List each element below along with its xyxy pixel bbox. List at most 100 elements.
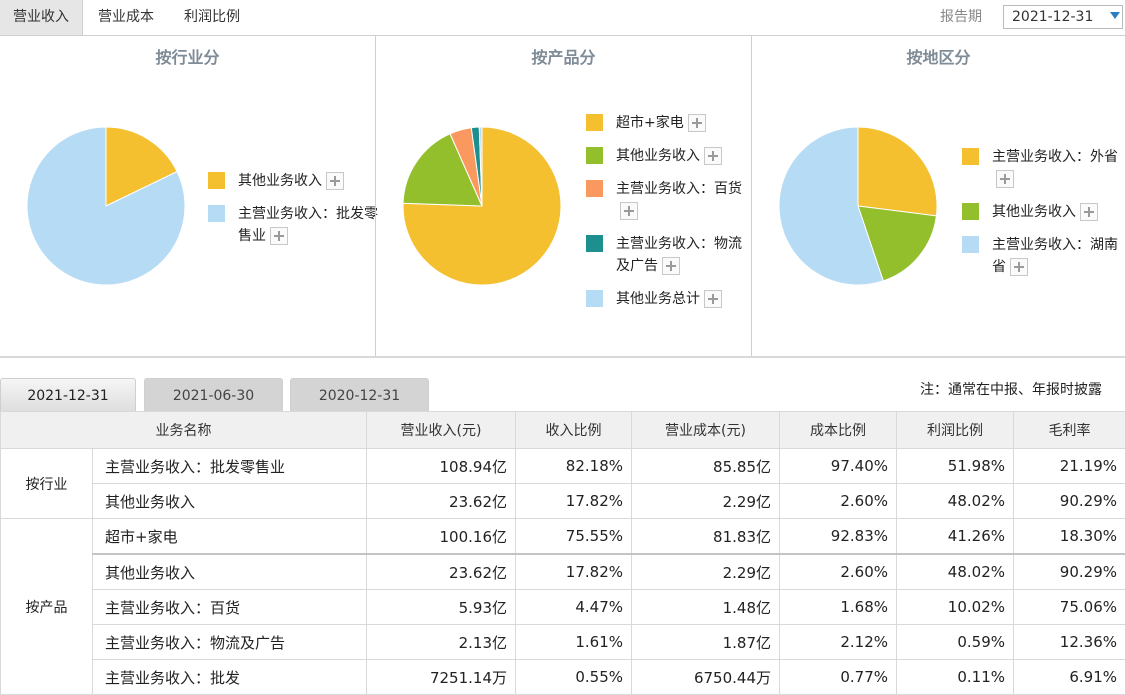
business-breakdown-table: 业务名称 营业收入(元) 收入比例 营业成本(元) 成本比例 利润比例 毛利率 … [0,411,1125,695]
business-name: 主营业务收入：物流及广告 [93,625,367,660]
legend-label: 主营业务收入：百货 [616,181,742,197]
revenue-cell: 7251.14万 [367,660,516,695]
revenue-ratio-cell: 1.61% [516,625,632,660]
column-header: 利润比例 [897,412,1014,449]
table-row: 按产品 超市+家电 100.16亿 75.55% 81.83亿 92.83% 4… [1,519,1125,555]
industry-pie-chart [26,126,186,286]
region-pie-chart [778,126,938,286]
gross-margin-cell: 90.29% [1014,484,1125,519]
panel-by-product: 按产品分 超市+家电 其他业务收入 主营业务收入：百货 主营业务收入：物流及广告… [376,36,751,356]
legend-swatch [208,205,225,222]
period-select[interactable]: 2021-12-31 [1003,5,1123,29]
business-name: 主营业务收入：批发零售业 [93,449,367,484]
legend-label: 其他业务收入 [992,204,1076,220]
revenue-cell: 2.13亿 [367,625,516,660]
cost-cell: 81.83亿 [632,519,780,555]
profit-ratio-cell: 51.98% [897,449,1014,484]
legend-swatch [962,203,979,220]
panel-by-region: 按地区分 主营业务收入：外省 其他业务收入 主营业务收入：湖南省 [752,36,1125,356]
tab-revenue[interactable]: 营业收入 [0,0,83,35]
column-header: 营业收入(元) [367,412,516,449]
legend-swatch [586,235,603,252]
industry-legend: 其他业务收入 主营业务收入：批发零售业 [208,170,378,258]
chevron-down-icon[interactable] [1110,12,1120,19]
panel-title: 按行业分 [0,44,375,68]
table-header-row: 业务名称 营业收入(元) 收入比例 营业成本(元) 成本比例 利润比例 毛利率 [1,412,1125,449]
table-row: 主营业务收入：物流及广告 2.13亿 1.61% 1.87亿 2.12% 0.5… [1,625,1125,660]
group-label: 按产品 [1,519,93,695]
legend-label: 主营业务收入：批发零售业 [238,206,378,244]
period-label: 报告期 [940,0,982,35]
cost-ratio-cell: 92.83% [780,519,897,555]
top-tab-bar: 营业收入 营业成本 利润比例 报告期 2021-12-31 [0,0,1125,36]
revenue-ratio-cell: 4.47% [516,590,632,625]
pie-slice[interactable] [858,127,937,216]
region-legend: 主营业务收入：外省 其他业务收入 主营业务收入：湖南省 [962,146,1125,289]
revenue-ratio-cell: 0.55% [516,660,632,695]
legend-label: 主营业务收入：外省 [992,149,1118,165]
profit-ratio-cell: 10.02% [897,590,1014,625]
plus-icon[interactable] [620,202,638,220]
cost-ratio-cell: 2.60% [780,554,897,590]
legend-item: 主营业务收入：外省 [962,146,1125,190]
plus-icon[interactable] [1010,258,1028,276]
profit-ratio-cell: 48.02% [897,554,1014,590]
date-tab-2020-12-31[interactable]: 2020-12-31 [290,378,429,411]
cost-ratio-cell: 97.40% [780,449,897,484]
column-header: 营业成本(元) [632,412,780,449]
plus-icon[interactable] [1080,203,1098,221]
legend-label: 其他业务收入 [616,148,700,164]
legend-swatch [586,147,603,164]
profit-ratio-cell: 48.02% [897,484,1014,519]
column-header: 毛利率 [1014,412,1125,449]
cost-cell: 1.87亿 [632,625,780,660]
table-row: 主营业务收入：批发 7251.14万 0.55% 6750.44万 0.77% … [1,660,1125,695]
legend-swatch [586,180,603,197]
profit-ratio-cell: 0.11% [897,660,1014,695]
legend-swatch [586,290,603,307]
panel-by-industry: 按行业分 其他业务收入 主营业务收入：批发零售业 [0,36,375,356]
legend-label: 其他业务总计 [616,291,700,307]
legend-swatch [586,114,603,131]
disclosure-note: 注：通常在中报、年报时披露 [920,380,1102,400]
table-row: 其他业务收入 23.62亿 17.82% 2.29亿 2.60% 48.02% … [1,554,1125,590]
tab-cost[interactable]: 营业成本 [84,0,168,35]
plus-icon[interactable] [326,172,344,190]
plus-icon[interactable] [270,227,288,245]
legend-swatch [962,148,979,165]
product-legend: 超市+家电 其他业务收入 主营业务收入：百货 主营业务收入：物流及广告 其他业务… [586,112,751,321]
table-row: 其他业务收入 23.62亿 17.82% 2.29亿 2.60% 48.02% … [1,484,1125,519]
legend-item: 其他业务收入 [586,145,751,167]
plus-icon[interactable] [704,290,722,308]
legend-label: 超市+家电 [616,115,684,131]
table-row: 按行业 主营业务收入：批发零售业 108.94亿 82.18% 85.85亿 9… [1,449,1125,484]
cost-cell: 2.29亿 [632,484,780,519]
plus-icon[interactable] [688,114,706,132]
panel-title: 按产品分 [376,44,751,68]
gross-margin-cell: 18.30% [1014,519,1125,555]
revenue-ratio-cell: 82.18% [516,449,632,484]
plus-icon[interactable] [662,257,680,275]
plus-icon[interactable] [996,170,1014,188]
plus-icon[interactable] [704,147,722,165]
column-header: 成本比例 [780,412,897,449]
group-label: 按行业 [1,449,93,519]
gross-margin-cell: 12.36% [1014,625,1125,660]
revenue-ratio-cell: 17.82% [516,484,632,519]
legend-item: 主营业务收入：物流及广告 [586,233,751,277]
legend-swatch [208,172,225,189]
business-name: 主营业务收入：百货 [93,590,367,625]
section-divider [0,356,1125,358]
business-name: 主营业务收入：批发 [93,660,367,695]
date-tab-2021-06-30[interactable]: 2021-06-30 [144,378,283,411]
legend-item: 其他业务总计 [586,288,751,310]
business-name: 超市+家电 [93,519,367,555]
profit-ratio-cell: 41.26% [897,519,1014,555]
legend-item: 主营业务收入：湖南省 [962,234,1125,278]
tab-profit-ratio[interactable]: 利润比例 [170,0,254,35]
date-tab-2021-12-31[interactable]: 2021-12-31 [0,378,136,411]
revenue-cell: 5.93亿 [367,590,516,625]
cost-cell: 1.48亿 [632,590,780,625]
panel-title: 按地区分 [752,44,1125,68]
table-row: 主营业务收入：百货 5.93亿 4.47% 1.48亿 1.68% 10.02%… [1,590,1125,625]
